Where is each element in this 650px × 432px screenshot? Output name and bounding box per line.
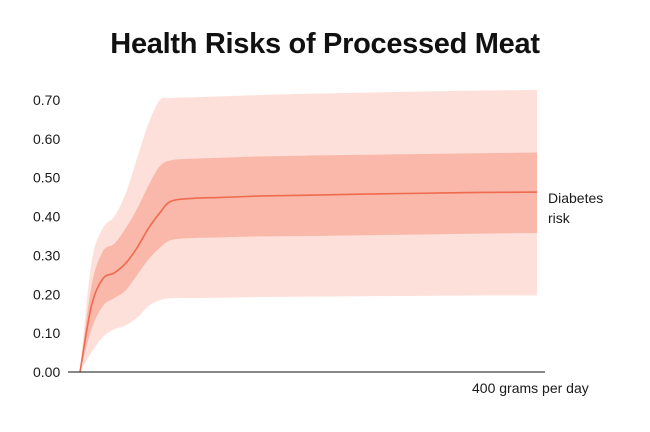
y-tick-label: 0.30 — [33, 247, 60, 263]
y-tick-label: 0.70 — [33, 92, 60, 108]
series-lines — [79, 191, 538, 373]
x-axis-label: 400 grams per day — [472, 380, 589, 396]
y-tick-label: 0.60 — [33, 131, 60, 147]
y-tick-label: 0.40 — [33, 209, 60, 225]
y-tick-label: 0.10 — [33, 325, 60, 341]
series-label-diabetes-risk: Diabetes risk — [548, 190, 603, 226]
series-line-diabetes-risk — [79, 191, 538, 373]
confidence-bands — [80, 89, 537, 372]
y-tick-label: 0.00 — [33, 364, 60, 380]
inner-confidence-band — [80, 152, 537, 372]
y-tick-label: 0.20 — [33, 286, 60, 302]
chart-title: Health Risks of Processed Meat — [110, 28, 540, 60]
series-label-line: risk — [548, 210, 571, 226]
y-axis-ticks: 0.00 0.10 0.20 0.30 0.40 0.50 0.60 0.70 — [33, 92, 60, 380]
series-label-line: Diabetes — [548, 190, 603, 206]
y-tick-label: 0.50 — [33, 170, 60, 186]
